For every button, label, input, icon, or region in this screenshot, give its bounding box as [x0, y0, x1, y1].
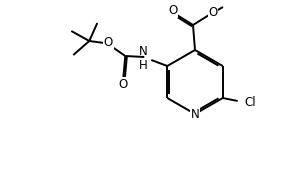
- Text: O: O: [208, 6, 218, 18]
- Text: O: O: [168, 4, 178, 17]
- Text: N: N: [138, 45, 147, 58]
- Text: N: N: [191, 108, 199, 121]
- Text: O: O: [104, 36, 113, 50]
- Text: H: H: [138, 59, 147, 72]
- Text: Cl: Cl: [245, 95, 256, 108]
- Text: O: O: [119, 78, 128, 90]
